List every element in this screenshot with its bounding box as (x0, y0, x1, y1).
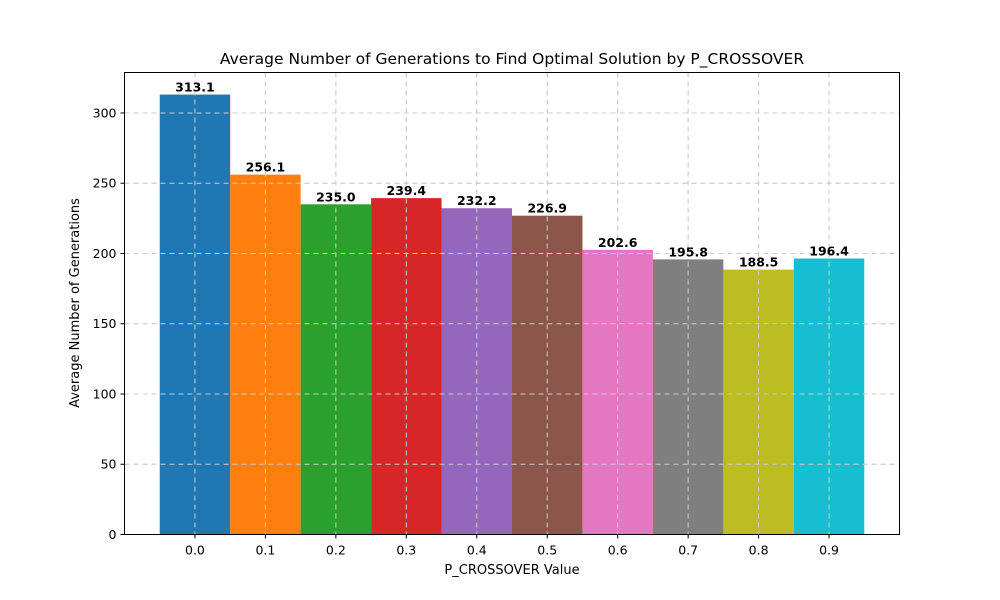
data-labels-layer: 313.1 256.1 235.0 239.4 232.2 226.9 202.6 195.8… (124, 72, 900, 535)
y-tick-label: 200 (93, 246, 117, 261)
plot-frame (124, 72, 900, 535)
x-tick-label: 0.4 (467, 543, 487, 558)
data-label: 239.4 (387, 183, 427, 198)
data-label: 256.1 (246, 160, 286, 175)
y-axis-label: Average Number of Generations (68, 198, 83, 408)
y-tick-label: 0 (109, 527, 117, 542)
x-tick-label: 0.1 (255, 543, 275, 558)
data-label: 232.2 (457, 193, 497, 208)
chart-title: Average Number of Generations to Find Op… (220, 50, 804, 69)
bar (371, 198, 442, 535)
x-tick-label: 0.2 (326, 543, 346, 558)
x-tick-label: 0.5 (537, 543, 557, 558)
x-tick-label: 0.6 (608, 543, 628, 558)
data-label: 226.9 (527, 201, 567, 216)
x-tick-label: 0.3 (396, 543, 416, 558)
y-tick-label: 250 (93, 176, 117, 191)
y-tick-label: 100 (93, 386, 117, 401)
x-axis-label: P_CROSSOVER Value (444, 563, 579, 578)
x-tick-label: 0.9 (819, 543, 839, 558)
x-tick-label: 0.8 (749, 543, 769, 558)
x-tick-label: 0.7 (678, 543, 698, 558)
x-axis: 0.0 0.1 0.2 0.3 0.4 0.5 0.6 0.7 0.8 0.9 (185, 534, 839, 558)
y-tick-label: 50 (101, 457, 117, 472)
data-label: 202.6 (598, 235, 638, 250)
y-tick-label: 300 (93, 105, 117, 120)
data-label: 188.5 (739, 255, 779, 270)
y-axis: 0 50 100 150 200 250 300 (93, 105, 125, 542)
data-label: 196.4 (809, 244, 849, 259)
y-tick-label: 150 (93, 316, 117, 331)
data-label: 235.0 (316, 189, 356, 204)
x-tick-label: 0.0 (185, 543, 205, 558)
data-label: 313.1 (175, 80, 215, 95)
data-label: 195.8 (668, 244, 708, 259)
